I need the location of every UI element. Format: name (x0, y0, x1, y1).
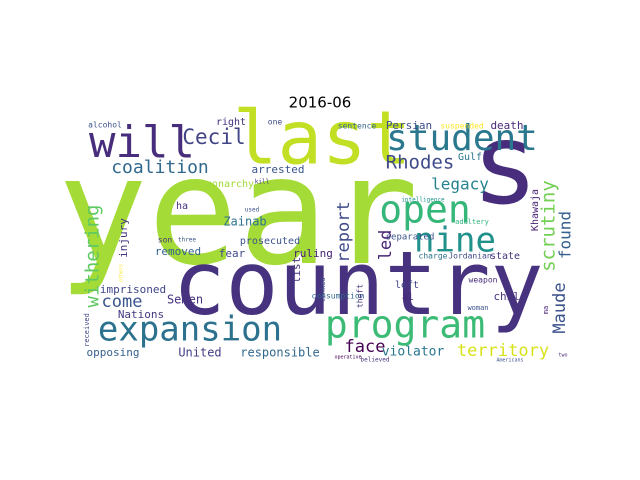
word: one (268, 118, 283, 127)
word: operative (334, 355, 361, 361)
word: nine (414, 221, 496, 261)
word: theft (356, 284, 365, 308)
word: open (379, 188, 471, 232)
word: intelligence (401, 197, 445, 204)
word: student (386, 118, 538, 159)
word: Americans (496, 358, 523, 364)
word: will (89, 117, 195, 168)
word: Zainab (223, 215, 266, 229)
word: coalition (111, 157, 209, 178)
word: list (290, 257, 303, 284)
word: program (325, 303, 485, 347)
word: s (471, 100, 538, 230)
word: used (245, 207, 260, 214)
word: weapon (469, 276, 498, 285)
word: right (216, 117, 246, 128)
word: alcohol (88, 121, 122, 130)
word: Gulf (458, 152, 482, 163)
word: others (119, 264, 125, 282)
word: Rhodes (386, 152, 455, 174)
word: death (490, 119, 523, 132)
word: ha (176, 201, 188, 212)
word: consumption (312, 292, 365, 301)
word: three (178, 237, 196, 244)
word: ruling (293, 247, 333, 260)
word: expansion (98, 310, 282, 350)
word: sentence (338, 122, 377, 131)
word: Jordanian (448, 252, 492, 261)
word: Khawaja (530, 189, 541, 231)
word: territory (457, 341, 549, 361)
word: scrutiny (538, 180, 560, 272)
word: kill (255, 179, 270, 186)
word: adultery (455, 218, 489, 226)
word: son (158, 236, 173, 245)
word: received (83, 313, 91, 347)
word: believed (361, 357, 390, 364)
word: prosecuted (240, 236, 300, 247)
word: Persian (386, 119, 432, 132)
word: country (173, 232, 544, 335)
word: led (376, 230, 396, 261)
word: last (233, 96, 411, 182)
word: al (402, 292, 414, 303)
word: withering (82, 205, 104, 308)
word: two (558, 353, 567, 359)
word: Nations (118, 308, 164, 321)
word: linked (319, 277, 327, 302)
word: legacy (431, 175, 489, 194)
word: woman (467, 304, 488, 312)
word: come (102, 292, 143, 312)
word: report (334, 201, 354, 262)
word: suspended (440, 122, 484, 131)
word: removed (155, 245, 201, 258)
word: arrested (252, 163, 305, 176)
word: United (178, 346, 221, 360)
word: separated (386, 233, 435, 243)
word: fear (219, 247, 246, 260)
word: Maude (550, 282, 570, 333)
chart-title: 2016-06 (289, 94, 352, 112)
word: injury (117, 218, 130, 258)
word: responsible (240, 346, 319, 360)
word: charge (419, 252, 448, 261)
word: face (345, 337, 386, 357)
word: ma (542, 306, 550, 314)
word: left (395, 280, 419, 291)
word: Cecil (182, 125, 245, 149)
word: found (556, 211, 575, 259)
word: violator (382, 345, 445, 360)
word: Semen (167, 293, 203, 307)
word: imprisoned (100, 283, 166, 296)
word: year (57, 125, 418, 299)
word: state (490, 251, 520, 262)
word: opposing (87, 346, 140, 359)
word: child (493, 290, 526, 303)
word: monarchy (206, 179, 254, 190)
